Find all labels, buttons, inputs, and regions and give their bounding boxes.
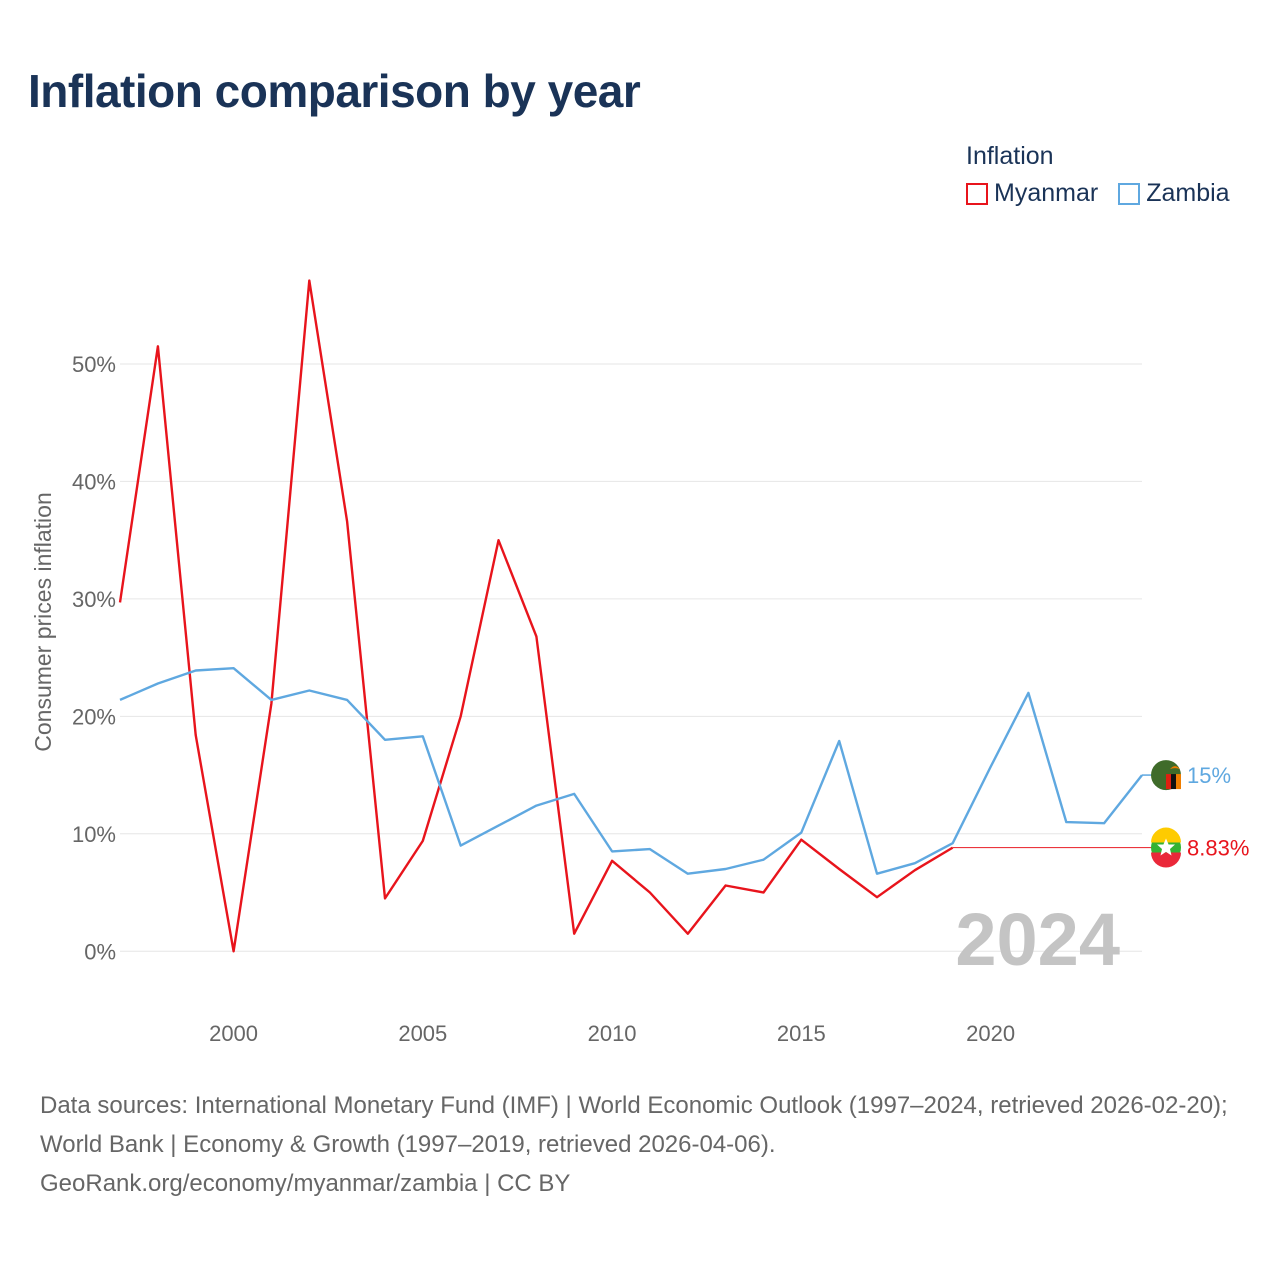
series-line-zambia — [119, 667, 1143, 875]
legend-item-myanmar[interactable]: Myanmar — [966, 179, 1098, 208]
legend-item-zambia[interactable]: Zambia — [1118, 179, 1230, 208]
zambia-flag-eagle — [1170, 766, 1180, 770]
data-sources: Data sources: International Monetary Fun… — [40, 1092, 1228, 1158]
series-line-myanmar — [118, 279, 954, 953]
page-title: Inflation comparison by year — [28, 65, 641, 117]
legend-label-myanmar: Myanmar — [994, 179, 1099, 207]
myanmar-flag-icon — [1151, 827, 1181, 868]
zambia-flag-red-stripe — [1166, 774, 1171, 790]
myanmar-flag-red — [1151, 852, 1181, 868]
y-tick-label: 10% — [72, 822, 116, 847]
footer: Data sources: International Monetary Fun… — [40, 1086, 1250, 1203]
x-tick-label: 2015 — [777, 1021, 826, 1046]
year-watermark: 2024 — [955, 898, 1120, 981]
y-tick-label: 40% — [72, 469, 116, 494]
y-tick-label: 30% — [72, 587, 116, 612]
y-tick-label: 50% — [72, 352, 116, 377]
zambia-flag-black-stripe — [1171, 774, 1176, 790]
y-axis-label: Consumer prices inflation — [30, 492, 56, 752]
line-chart: 0% 10% 20% 30% 40% 50% 2000 2005 2010 2015 2020 Con… — [30, 279, 1249, 1046]
zambia-flag-icon — [1142, 760, 1181, 791]
attribution[interactable]: GeoRank.org/economy/myanmar/zambia | CC … — [40, 1170, 571, 1197]
legend-swatch-zambia — [1118, 182, 1141, 205]
y-tick-label: 0% — [84, 939, 116, 964]
myanmar-flag-yellow — [1151, 827, 1181, 843]
zambia-flag-orange-stripe — [1176, 774, 1181, 790]
y-tick-label: 20% — [72, 704, 116, 729]
x-tick-label: 2010 — [588, 1021, 637, 1046]
myanmar-flag-star — [1157, 838, 1175, 856]
legend-swatch-myanmar — [966, 182, 988, 205]
legend: Inflation Myanmar Zambia — [966, 142, 1230, 208]
x-tick-label: 2005 — [398, 1021, 447, 1046]
end-label-zambia: 15% — [1187, 763, 1231, 788]
x-tick-label: 2020 — [966, 1021, 1015, 1046]
legend-title: Inflation — [966, 142, 1054, 170]
end-label-myanmar: 8.83% — [1187, 836, 1249, 861]
legend-label-zambia: Zambia — [1146, 179, 1230, 207]
x-tick-label: 2000 — [209, 1021, 258, 1046]
